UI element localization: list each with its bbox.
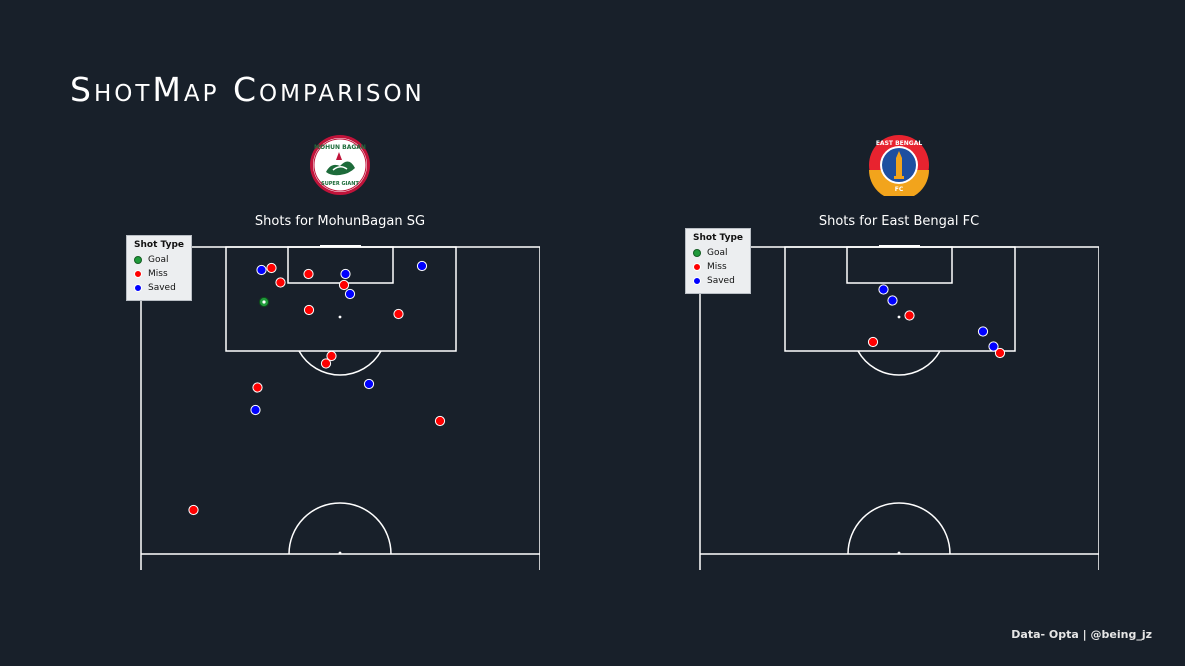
shot-marker-saved: [256, 264, 267, 276]
legend-item-miss: Miss: [693, 260, 743, 274]
shot-marker-saved: [363, 378, 375, 390]
shot-marker-saved: [988, 341, 999, 352]
east-bengal-crest-icon: EAST BENGAL FC: [869, 135, 929, 196]
shot-marker-saved: [878, 284, 889, 295]
legend-label: Saved: [148, 283, 176, 293]
goal-marker-icon: [693, 249, 701, 257]
shot-marker-saved: [977, 326, 989, 337]
pitch: [140, 245, 540, 570]
goal-marker-icon: [134, 256, 142, 264]
shot-marker-saved: [250, 404, 261, 416]
crest-text-bottom: SUPER GIANT: [321, 181, 359, 187]
legend-title: Shot Type: [134, 240, 184, 250]
pitch: [699, 245, 1099, 570]
shot-marker-miss: [320, 358, 332, 369]
legend-label: Goal: [707, 248, 728, 258]
shot-marker-miss: [338, 279, 350, 291]
shot-marker-miss: [252, 382, 263, 393]
pitch-markings: [140, 245, 540, 570]
ball-icon: [262, 300, 266, 304]
shot-marker-miss: [266, 262, 277, 274]
shot-marker-miss: [904, 310, 915, 321]
legend-title: Shot Type: [693, 233, 743, 243]
legend-item-saved: Saved: [134, 281, 184, 295]
shot-marker-saved: [887, 295, 898, 306]
legend-label: Goal: [148, 255, 169, 265]
shotmap-panel-mohunbagan: MOHUN BAGAN SUPER GIANT Shots for MohunB…: [120, 130, 560, 580]
data-credit: Data- Opta | @being_jz: [1011, 628, 1152, 641]
shot-marker-miss: [994, 347, 1006, 359]
shot-marker-saved: [344, 288, 356, 300]
shot-marker-miss: [867, 336, 879, 348]
miss-marker-icon: [693, 263, 701, 271]
chart-title: Shots for MohunBagan SG: [254, 214, 426, 229]
pitch-markings: [699, 245, 1099, 570]
page-title: ShotMap Comparison: [70, 70, 425, 109]
shot-marker-saved: [416, 260, 428, 272]
crest-text-top: MOHUN BAGAN: [314, 144, 366, 151]
shot-marker-miss: [326, 350, 337, 362]
shot-marker-miss: [275, 277, 286, 288]
mohun-bagan-crest-icon: MOHUN BAGAN SUPER GIANT: [310, 135, 370, 195]
shot-marker-miss: [303, 304, 315, 316]
saved-marker-icon: [693, 277, 701, 285]
legend-item-saved: Saved: [693, 274, 743, 288]
legend-label: Saved: [707, 276, 735, 286]
chart-title: Shots for East Bengal FC: [818, 214, 980, 229]
crest-text-top: EAST BENGAL: [876, 140, 923, 147]
shot-markers: [188, 260, 446, 516]
shot-marker-miss: [188, 504, 199, 516]
legend-item-goal: Goal: [134, 253, 184, 267]
crest-text-bottom: FC: [895, 186, 904, 193]
legend-label: Miss: [148, 269, 168, 279]
saved-marker-icon: [134, 284, 142, 292]
legend-item-miss: Miss: [134, 267, 184, 281]
shot-marker-miss: [393, 308, 404, 320]
legend: Shot Type Goal Miss Saved: [126, 235, 192, 301]
legend-item-goal: Goal: [693, 246, 743, 260]
shot-marker-miss: [434, 415, 446, 427]
shotmap-panel-eastbengal: EAST BENGAL FC Shots for East Bengal FC …: [679, 130, 1119, 580]
legend-label: Miss: [707, 262, 727, 272]
shot-marker-saved: [340, 268, 351, 280]
shot-markers: [867, 284, 1006, 359]
legend: Shot Type Goal Miss Saved: [685, 228, 751, 294]
shot-marker-miss: [303, 268, 314, 280]
miss-marker-icon: [134, 270, 142, 278]
